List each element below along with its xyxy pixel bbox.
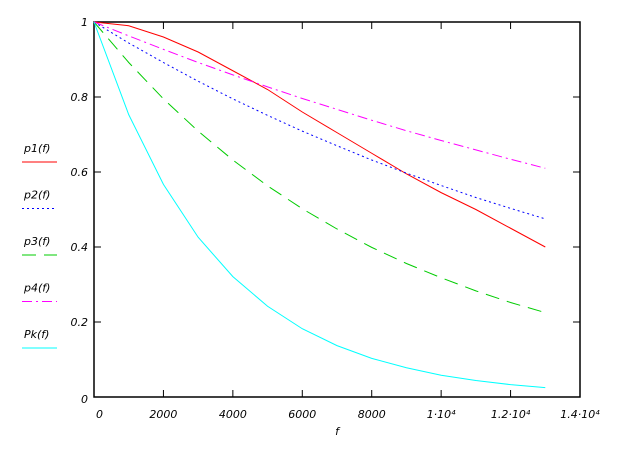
- series-line-p2f: [93, 21, 546, 220]
- legend-label: p1(f): [23, 142, 50, 155]
- series-line-p4f: [93, 21, 546, 169]
- x-tick-label: 1·10⁴: [427, 408, 456, 421]
- legend-label: Pk(f): [24, 328, 49, 341]
- x-tick-label: 0: [96, 408, 103, 421]
- x-tick-label: 1.4·10⁴: [560, 408, 600, 421]
- x-tick-label: 4000: [219, 408, 247, 421]
- y-tick-label: 0.8: [71, 91, 89, 104]
- x-tick-label: 8000: [358, 408, 386, 421]
- x-tick-label: 6000: [288, 408, 316, 421]
- y-tick-label: 0: [81, 393, 88, 406]
- y-tick-label: 0.6: [71, 166, 89, 179]
- series-line-pkf: [93, 21, 546, 389]
- legend-label: p4(f): [23, 282, 50, 295]
- y-tick-label: 0.2: [71, 316, 89, 329]
- y-tick-label: 0.4: [71, 241, 89, 254]
- series-line-p1f: [93, 21, 546, 248]
- legend-label: p3(f): [23, 235, 50, 248]
- y-tick-label: 1: [81, 16, 88, 29]
- x-tick-label: 1.2·10⁴: [491, 408, 531, 421]
- series-line-p3f: [93, 21, 546, 314]
- x-tick-label: 2000: [149, 408, 177, 421]
- x-axis-label: f: [335, 425, 341, 438]
- legend-label: p2(f): [23, 189, 50, 202]
- plot-frame: [93, 21, 581, 398]
